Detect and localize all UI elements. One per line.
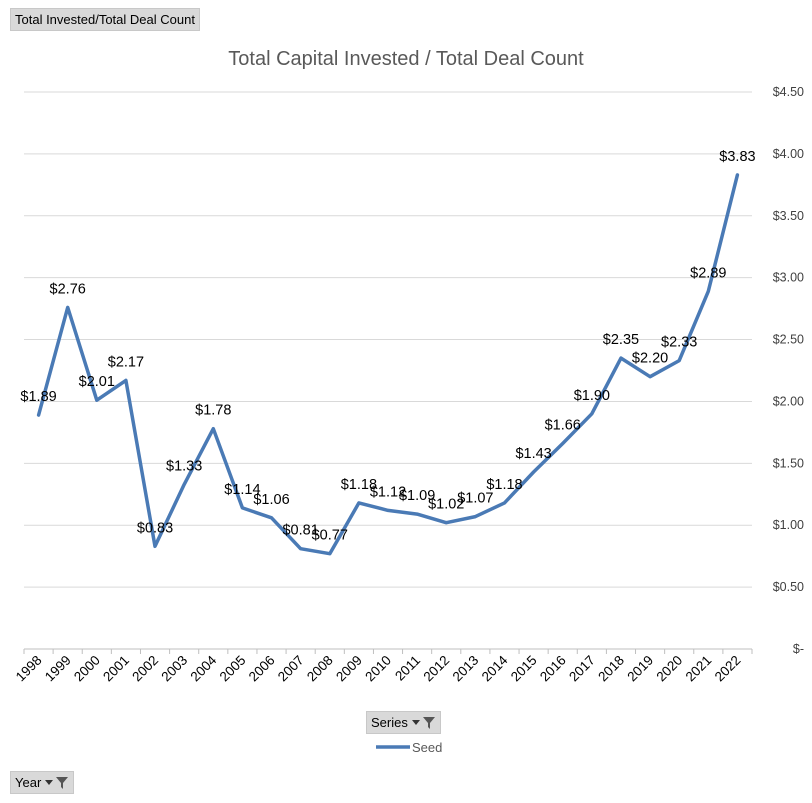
- x-tick-label: 2008: [304, 653, 336, 685]
- y-tick-label: $4.50: [773, 85, 804, 99]
- x-tick-label: 2004: [188, 652, 220, 684]
- x-tick-label: 2009: [333, 653, 365, 685]
- y-tick-label: $3.00: [773, 271, 804, 285]
- y-tick-label: $1.00: [773, 518, 804, 532]
- filter-funnel-icon: [422, 716, 435, 729]
- x-tick-label: 1999: [42, 653, 74, 685]
- y-tick-label: $2.50: [773, 333, 804, 347]
- x-tick-label: 2010: [362, 653, 394, 685]
- x-tick-label: 2002: [129, 653, 161, 685]
- year-field-label: Year: [15, 775, 42, 790]
- y-tick-label: $0.50: [773, 580, 804, 594]
- data-label: $2.20: [632, 351, 668, 367]
- y-tick-label: $2.00: [773, 394, 804, 408]
- y-axis-tick-labels: $- $0.50 $1.00 $1.50 $2.00 $2.50 $3.00 $3.50 $4.…: [773, 85, 804, 656]
- x-tick-label: 2001: [100, 653, 132, 685]
- legend-label-seed: Seed: [412, 740, 442, 755]
- y-tick-label: $1.50: [773, 456, 804, 470]
- chevron-down-icon: [45, 780, 54, 785]
- data-label: $1.90: [574, 388, 610, 404]
- x-tick-label: 1998: [13, 653, 45, 685]
- legend: Seed: [376, 740, 442, 755]
- data-label: $1.02: [428, 497, 464, 513]
- x-tick-label: 2021: [683, 653, 715, 685]
- x-tick-label: 2015: [508, 653, 540, 685]
- data-label: $2.33: [661, 335, 697, 351]
- x-tick-label: 2000: [71, 653, 103, 685]
- x-tick-label: 2005: [217, 653, 249, 685]
- x-tick-label: 2022: [712, 653, 744, 685]
- data-label: $0.81: [282, 523, 318, 539]
- data-label: $2.17: [108, 354, 144, 370]
- data-label: $1.89: [20, 389, 56, 405]
- y-tick-label: $-: [793, 642, 804, 656]
- x-tick-label: 2017: [566, 653, 598, 685]
- x-tick-label: 2018: [595, 653, 627, 685]
- data-label: $1.78: [195, 403, 231, 419]
- x-tick-label: 2020: [653, 653, 685, 685]
- data-label: $2.01: [79, 374, 115, 390]
- data-label: $1.33: [166, 458, 202, 474]
- measure-field-button[interactable]: Total Invested/Total Deal Count: [10, 8, 200, 31]
- x-tick-label: 2007: [275, 653, 307, 685]
- data-label: $1.12: [370, 484, 406, 500]
- data-label: $0.77: [312, 528, 348, 544]
- data-label: $2.89: [690, 265, 726, 281]
- filter-funnel-icon: [56, 776, 69, 789]
- y-tick-label: $4.00: [773, 147, 804, 161]
- data-label: $1.09: [399, 488, 435, 504]
- x-tick-label: 2019: [624, 653, 656, 685]
- data-label: $3.83: [719, 149, 755, 165]
- data-label: $1.14: [224, 482, 260, 498]
- x-axis: 1998199920002001200220032004200520062007…: [13, 648, 753, 685]
- x-tick-label: 2014: [479, 652, 511, 684]
- data-label: $0.83: [137, 520, 173, 536]
- year-field-button[interactable]: Year: [10, 771, 75, 794]
- data-label: $1.43: [515, 446, 551, 462]
- series-field-button[interactable]: Series: [366, 711, 441, 734]
- y-tick-label: $3.50: [773, 209, 804, 223]
- x-tick-label: 2006: [246, 653, 278, 685]
- chevron-down-icon: [411, 720, 420, 725]
- series-line-seed: [36, 173, 740, 556]
- data-labels: $1.89 $2.76 $2.01 $2.17 $0.83 $1.33 $1.78 $1.14…: [20, 149, 755, 544]
- x-tick-label: 2012: [421, 653, 453, 685]
- measure-field-label: Total Invested/Total Deal Count: [15, 12, 195, 27]
- x-tick-label: 2016: [537, 653, 569, 685]
- data-label: $1.07: [457, 491, 493, 507]
- series-field-label: Series: [371, 715, 408, 730]
- data-label: $1.66: [545, 418, 581, 434]
- series-seed: [36, 173, 740, 556]
- data-label: $1.18: [341, 477, 377, 493]
- data-label: $2.35: [603, 332, 639, 348]
- chart-title: Total Capital Invested / Total Deal Coun…: [228, 48, 584, 70]
- data-label: $1.18: [486, 477, 522, 493]
- x-tick-label: 2013: [450, 653, 482, 685]
- x-tick-label: 2003: [158, 653, 190, 685]
- x-tick-label: 2011: [392, 653, 423, 684]
- data-label: $1.06: [253, 492, 289, 508]
- data-label: $2.76: [50, 281, 86, 297]
